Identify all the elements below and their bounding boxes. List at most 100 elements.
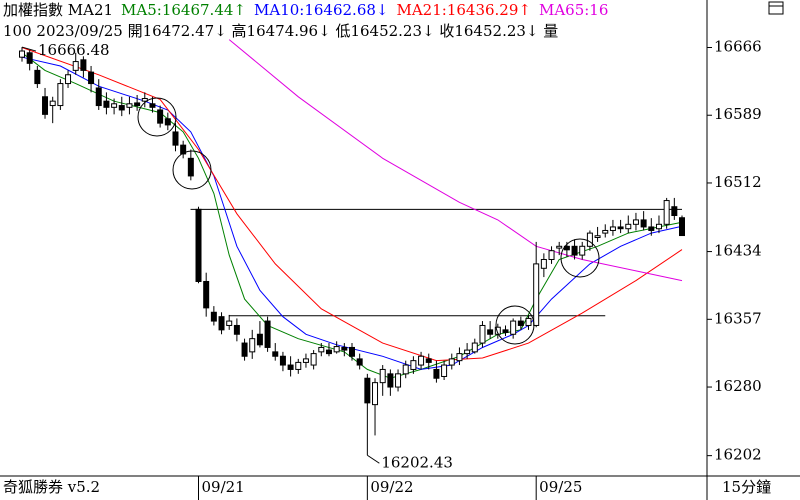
candle-body [164,118,171,126]
legend-entry: MA5:16467.44 [121,1,233,19]
candle-body [302,358,309,363]
candle-body [149,103,156,108]
candle-body [540,258,547,269]
legend-arrow: ↓ [376,1,389,19]
highlight-circle [137,97,177,137]
highlight-circle [172,150,212,190]
candle-body [349,346,355,357]
candle-body [65,74,72,85]
highlight-circle [560,238,600,278]
annotation: 16202.43 [381,453,453,471]
x-tick-label: 09/22 [370,478,413,496]
candle-body [609,226,616,231]
candle-body [95,87,102,107]
plot-area: 16666.48 16202.43 [19,39,685,471]
candle-body [402,364,409,375]
candle-body [441,364,448,377]
candle-body [479,324,486,344]
candle-body [487,329,494,335]
candle-body [333,346,340,353]
candle-body [387,373,394,388]
candle-body [625,223,632,230]
candle-body [448,358,455,366]
candle-body [233,324,240,335]
candle-body [671,206,678,217]
candle-body [126,103,133,108]
candle-body [632,219,639,225]
candle-body [372,382,379,406]
y-tick-label: 16589 [714,105,762,123]
candle-body [679,217,685,237]
candle-body [533,263,540,326]
footer-right: 15分鐘 [722,478,771,496]
x-tick-label: 09/25 [539,478,582,496]
legend-arrow: ↑ [233,1,246,19]
candle-body [517,320,524,326]
highlight-circle [495,305,535,345]
candle-body [141,98,148,102]
candle-body [379,368,386,384]
candle-body [42,96,49,115]
candle-body [602,229,609,234]
candle-body [287,364,294,370]
candle-body [563,245,570,251]
candle-body [502,329,509,334]
highlight-circles [137,97,600,345]
candle-body [663,200,670,225]
candle-body [318,346,325,353]
candle-body [256,333,263,346]
candle-body [187,157,194,177]
candle-body [118,105,125,111]
candle-body [134,102,141,107]
candle-body [655,223,662,230]
candle-body [494,326,501,335]
candle-body [433,368,440,379]
ma-line [228,39,683,282]
candle-body [410,360,417,370]
y-tick-label: 16357 [714,309,762,327]
candle-body [356,358,363,366]
legend-entry: MA21:16436.29 [396,1,518,19]
candle-body [556,245,563,249]
y-tick-label: 16202 [714,446,762,464]
annotation: 16666.48 [38,41,110,59]
candle-body [72,61,79,71]
annotation-leader [21,46,37,52]
candle-body [325,349,332,355]
candle-body [88,71,95,85]
header-ohlc: 100 2023/09/25 開16472.47↓ 高16474.96↓ 低16… [3,22,558,40]
legend-arrow: ↑ [518,1,531,19]
window-icon[interactable] [768,1,784,15]
candle-body [425,358,432,363]
legend-entry: MA10:16462.68 [254,1,376,19]
candle-body [157,109,164,124]
y-tick-label: 16434 [714,242,762,260]
candle-body [456,353,463,362]
candle-body [471,342,478,353]
y-tick-label: 16280 [714,377,762,395]
candle-body [249,338,256,353]
candle-body [279,355,286,366]
candle-body [418,355,425,366]
candle-body [295,361,302,370]
candle-body [218,316,225,331]
candle-body [594,235,601,238]
candle-body [195,208,202,282]
candle-body [579,245,586,256]
legend-entry: MA65:16 [539,1,608,19]
candle-body [57,83,64,107]
y-tick-label: 16512 [714,173,762,191]
candle-body [364,377,371,404]
candle-body [586,232,593,247]
header-title: 加權指數 MA21 [3,1,113,19]
candle-body [510,320,517,335]
candle-body [180,144,187,155]
candle-body [34,69,41,85]
candle-body [111,103,118,108]
candle-body [264,320,271,348]
candle-body [172,131,179,146]
x-tick-label: 09/21 [202,478,245,496]
ma-line [21,47,683,362]
candle-body [226,320,233,326]
